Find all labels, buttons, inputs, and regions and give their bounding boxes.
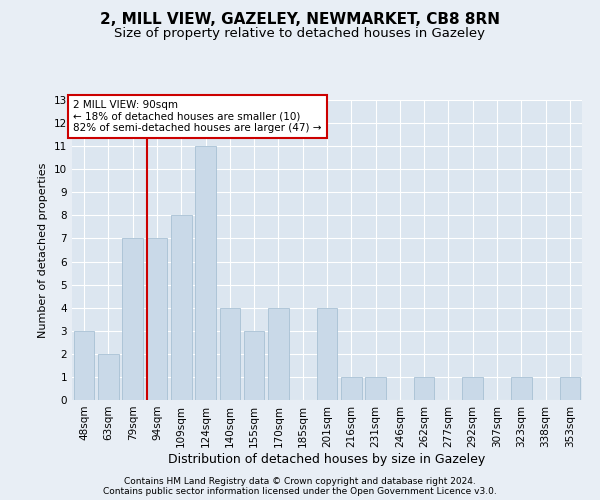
Y-axis label: Number of detached properties: Number of detached properties bbox=[38, 162, 49, 338]
Bar bbox=[122, 238, 143, 400]
Bar bbox=[560, 377, 580, 400]
Bar bbox=[268, 308, 289, 400]
Text: Size of property relative to detached houses in Gazeley: Size of property relative to detached ho… bbox=[115, 28, 485, 40]
Bar bbox=[98, 354, 119, 400]
Bar bbox=[365, 377, 386, 400]
Bar bbox=[74, 331, 94, 400]
Bar bbox=[220, 308, 240, 400]
Bar bbox=[463, 377, 483, 400]
Bar bbox=[195, 146, 216, 400]
Text: 2 MILL VIEW: 90sqm
← 18% of detached houses are smaller (10)
82% of semi-detache: 2 MILL VIEW: 90sqm ← 18% of detached hou… bbox=[73, 100, 322, 133]
Bar bbox=[511, 377, 532, 400]
Bar bbox=[414, 377, 434, 400]
Bar bbox=[244, 331, 265, 400]
X-axis label: Distribution of detached houses by size in Gazeley: Distribution of detached houses by size … bbox=[169, 452, 485, 466]
Bar bbox=[341, 377, 362, 400]
Text: Contains HM Land Registry data © Crown copyright and database right 2024.: Contains HM Land Registry data © Crown c… bbox=[124, 478, 476, 486]
Text: Contains public sector information licensed under the Open Government Licence v3: Contains public sector information licen… bbox=[103, 488, 497, 496]
Bar bbox=[317, 308, 337, 400]
Text: 2, MILL VIEW, GAZELEY, NEWMARKET, CB8 8RN: 2, MILL VIEW, GAZELEY, NEWMARKET, CB8 8R… bbox=[100, 12, 500, 28]
Bar bbox=[171, 216, 191, 400]
Bar bbox=[146, 238, 167, 400]
